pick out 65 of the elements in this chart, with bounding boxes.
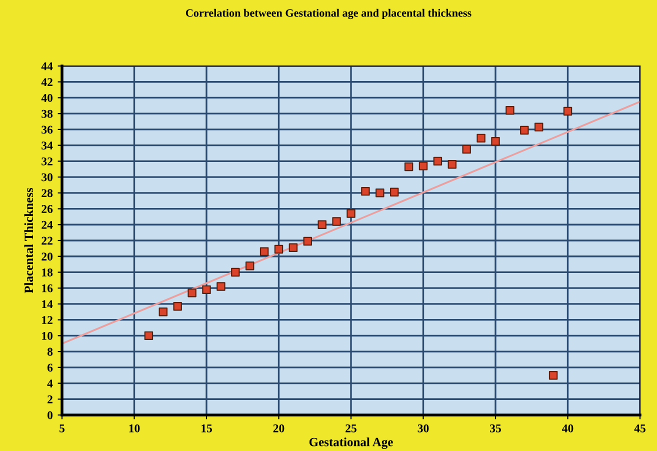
point <box>231 268 240 277</box>
point <box>188 288 196 298</box>
x-tick-label: 10 <box>129 424 140 432</box>
point <box>476 134 486 143</box>
point <box>404 162 414 172</box>
y-tick-label: 32 <box>42 157 52 166</box>
point <box>332 217 341 226</box>
point <box>303 236 312 246</box>
point <box>390 188 399 196</box>
point <box>173 302 182 311</box>
y-tick-label: 0 <box>48 411 53 420</box>
x-tick-label: 35 <box>490 424 501 432</box>
point <box>216 282 226 291</box>
point <box>346 209 356 218</box>
point <box>433 156 442 166</box>
point <box>158 308 168 316</box>
y-tick-label: 40 <box>41 94 53 102</box>
point <box>520 126 529 135</box>
y-tick-label: 22 <box>42 236 52 245</box>
y-tick-label: 34 <box>42 142 53 150</box>
point <box>448 160 457 169</box>
y-tick-label: 44 <box>41 62 53 70</box>
point <box>245 262 254 270</box>
y-tick-label: 8 <box>47 348 53 356</box>
y-tick-label: 26 <box>42 205 53 213</box>
x-tick-label: 5 <box>60 424 65 432</box>
y-tick-label: 14 <box>42 300 53 308</box>
point <box>548 370 558 380</box>
point <box>534 122 544 132</box>
y-tick-label: 36 <box>42 126 53 134</box>
point <box>318 220 326 229</box>
y-tick-label: 6 <box>47 364 53 372</box>
x-tick-label: 45 <box>634 424 646 432</box>
x-tick-label: 40 <box>562 424 574 432</box>
y-axis-title: Placental Thickness <box>24 188 34 294</box>
y-tick-label: 16 <box>42 284 53 292</box>
y-tick-label: 20 <box>42 252 53 261</box>
x-tick-label: 30 <box>418 424 429 432</box>
y-tick-label: 28 <box>42 189 53 198</box>
point <box>361 186 370 196</box>
x-tick-label: 25 <box>346 424 356 432</box>
point <box>491 136 500 146</box>
point <box>376 188 384 198</box>
point <box>144 331 154 340</box>
x-axis-title: Gestational Age <box>309 438 393 449</box>
point <box>202 285 211 294</box>
point <box>563 106 572 116</box>
point <box>462 144 471 154</box>
y-tick-label: 2 <box>48 395 52 404</box>
point <box>260 247 269 256</box>
y-tick-label: 4 <box>47 380 53 388</box>
point <box>418 162 428 170</box>
chart-title: Correlation between Gestational age and placental thickness <box>186 8 472 20</box>
y-tick-label: 38 <box>42 110 53 118</box>
x-tick-label: 15 <box>202 424 212 432</box>
y-tick-label: 42 <box>41 78 52 86</box>
y-tick-label: 12 <box>42 316 52 324</box>
y-tick-label: 24 <box>42 220 53 229</box>
y-tick-label: 18 <box>42 268 53 276</box>
x-tick-label: 20 <box>273 424 284 432</box>
y-tick-label: 10 <box>42 332 53 340</box>
y-tick-label: 30 <box>42 173 53 182</box>
point <box>288 243 298 252</box>
point <box>274 244 284 254</box>
point <box>506 106 514 115</box>
